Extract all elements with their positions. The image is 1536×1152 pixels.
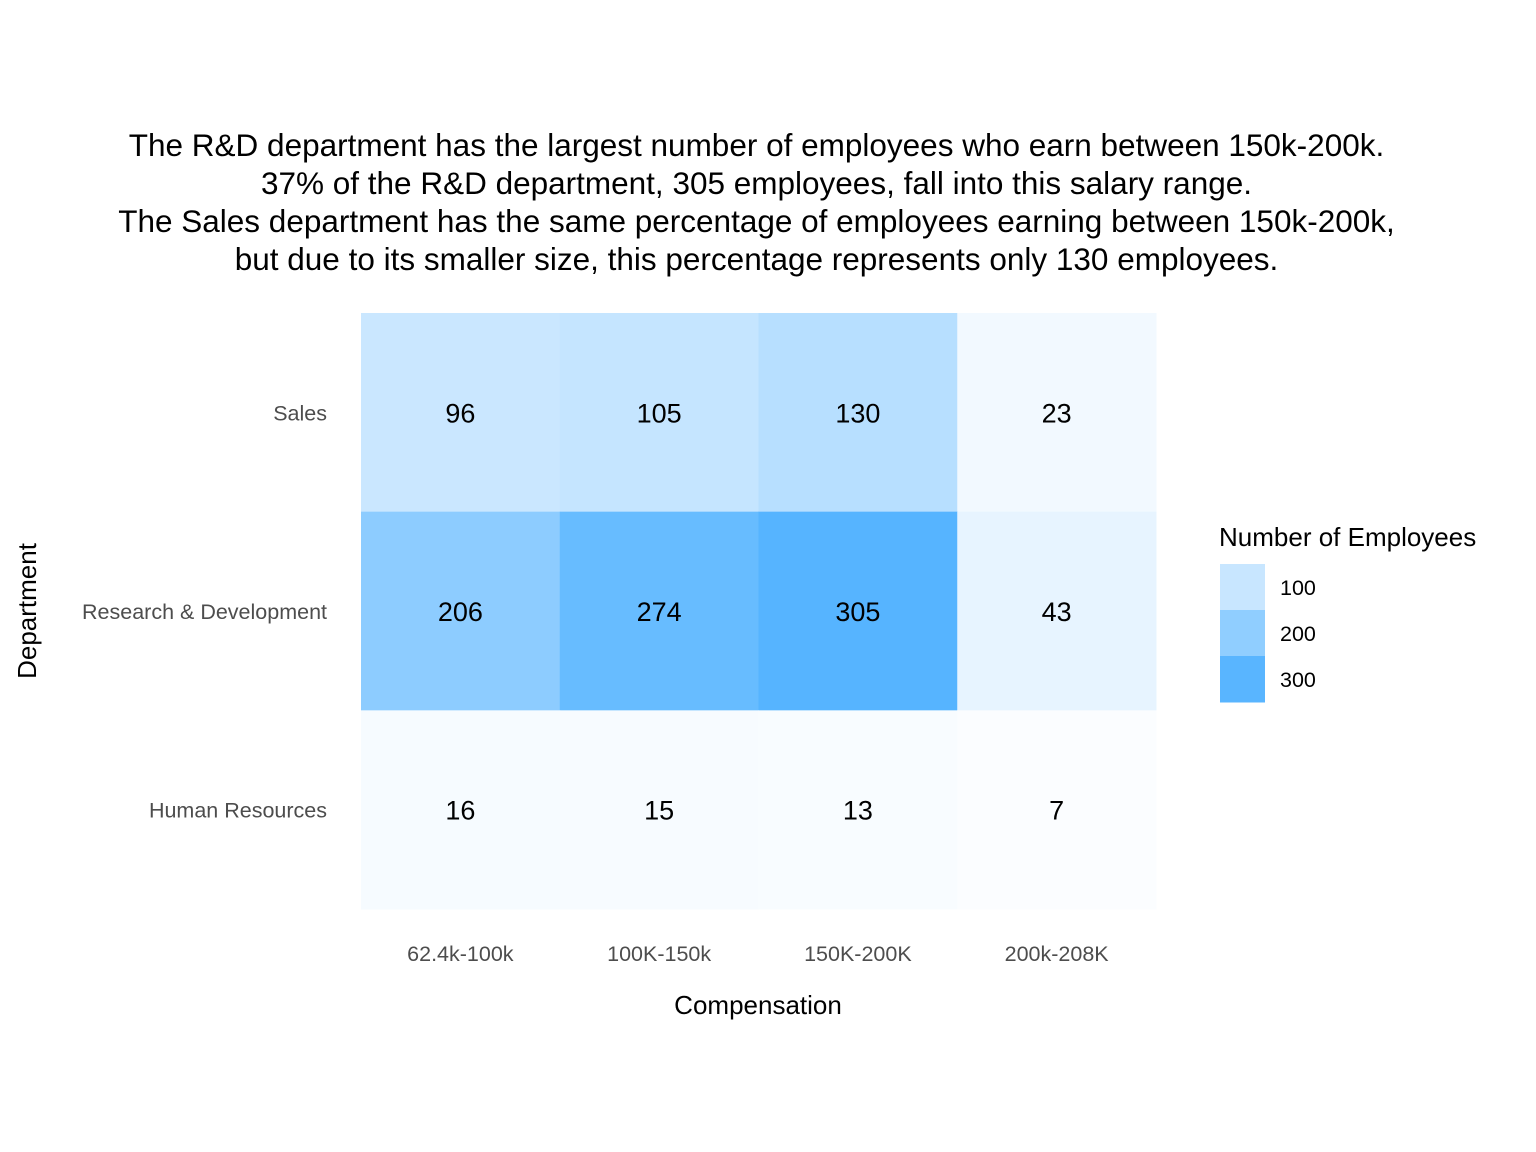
cell-value-label: 13 (843, 796, 873, 826)
cell-value-label: 7 (1049, 796, 1064, 826)
heatmap-cell (957, 313, 1157, 513)
x-tick-label: 62.4k-100k (407, 942, 514, 966)
cell-value-label: 43 (1042, 597, 1072, 627)
cell-value-label: 206 (438, 597, 483, 627)
cell-value-label: 23 (1042, 398, 1072, 428)
legend-key (1220, 564, 1265, 611)
title-line-4: but due to its smaller size, this percen… (234, 241, 1279, 277)
heatmap-cell (361, 313, 561, 513)
title-line-3: The Sales department has the same percen… (118, 203, 1395, 239)
cell-value-label: 274 (637, 597, 682, 627)
legend: Number of Employees 100 200 300 (1219, 522, 1476, 703)
heatmap-cell (559, 313, 759, 513)
cell-value-label: 16 (445, 796, 475, 826)
legend-key (1220, 656, 1265, 703)
cell-value-label: 305 (835, 597, 880, 627)
heatmap-cell (361, 511, 561, 711)
y-tick-label: Research & Development (82, 600, 327, 624)
chart-title: The R&D department has the largest numbe… (0, 126, 1513, 278)
cell-value-label: 105 (637, 398, 682, 428)
legend-label: 100 (1280, 576, 1316, 600)
title-line-1: The R&D department has the largest numbe… (128, 127, 1385, 163)
cell-value-label: 96 (445, 398, 475, 428)
y-axis-ticks: Sales Research & Development Human Resourc… (82, 401, 327, 822)
heatmap-cell (559, 511, 759, 711)
cell-value-label: 130 (835, 398, 880, 428)
cell-value-label: 15 (644, 796, 674, 826)
heatmap-cell (559, 710, 759, 910)
heatmap-cell (361, 710, 561, 910)
heatmap-cell (957, 710, 1157, 910)
heatmap-cell (957, 511, 1157, 711)
legend-key (1220, 610, 1265, 657)
y-tick-label: Human Resources (149, 799, 327, 823)
heatmap-cell (758, 710, 958, 910)
y-axis-title: Department (12, 542, 42, 679)
y-tick-label: Sales (273, 401, 327, 425)
x-axis-ticks: 62.4k-100k 100K-150k 150K-200K 200k-208K (407, 942, 1109, 966)
x-tick-label: 150K-200K (804, 942, 912, 966)
x-tick-label: 100K-150k (607, 942, 711, 966)
x-axis-title: Compensation (674, 990, 842, 1020)
x-tick-label: 200k-208K (1005, 942, 1110, 966)
legend-keys: 100 200 300 (1220, 564, 1316, 703)
heatmap-cell-labels: 96 105 130 23 206 274 305 43 16 15 13 7 (438, 398, 1072, 825)
legend-label: 300 (1280, 668, 1316, 692)
legend-label: 200 (1280, 622, 1316, 646)
heatmap-cell (758, 511, 958, 711)
heatmap-cell (758, 313, 958, 513)
heatmap-cells (361, 313, 1157, 910)
title-line-2: 37% of the R&D department, 305 employees… (260, 165, 1253, 201)
legend-title: Number of Employees (1219, 522, 1476, 552)
